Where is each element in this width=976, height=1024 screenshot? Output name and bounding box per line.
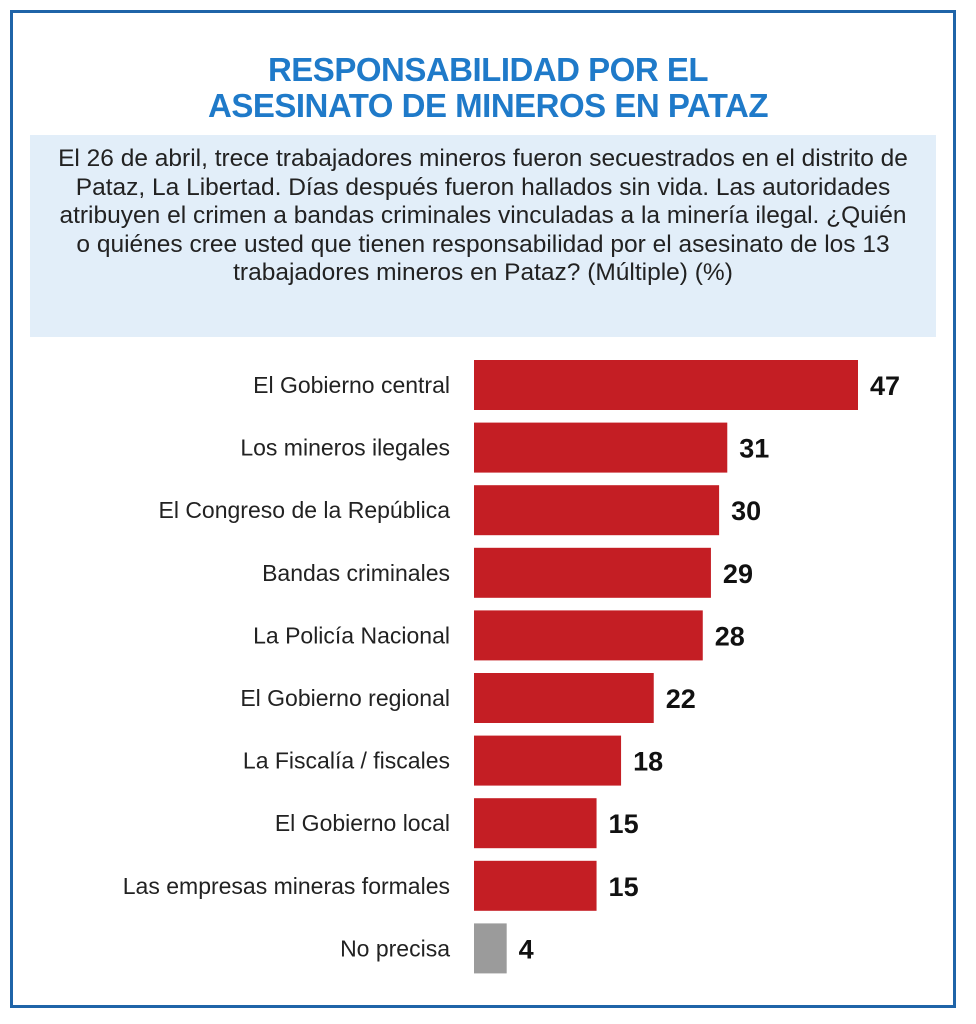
bar-4 bbox=[474, 610, 703, 661]
value-label-6: 18 bbox=[633, 747, 663, 777]
bar-2 bbox=[474, 485, 720, 536]
chart-title-line-2: ASESINATO DE MINEROS EN PATAZ bbox=[208, 87, 769, 124]
value-label-3: 29 bbox=[723, 559, 753, 589]
question-box: El 26 de abril, trece trabajadores miner… bbox=[30, 135, 936, 337]
category-label-1: Los mineros ilegales bbox=[240, 435, 450, 461]
value-label-2: 30 bbox=[731, 496, 761, 526]
category-label-2: El Congreso de la República bbox=[158, 497, 450, 523]
category-label-0: El Gobierno central bbox=[253, 372, 450, 398]
value-label-5: 22 bbox=[666, 684, 696, 714]
question-text: El 26 de abril, trece trabajadores miner… bbox=[58, 145, 908, 286]
value-label-1: 31 bbox=[739, 434, 769, 464]
value-label-9: 4 bbox=[519, 934, 534, 964]
category-label-3: Bandas criminales bbox=[262, 560, 450, 586]
category-label-6: La Fiscalía / fiscales bbox=[243, 748, 450, 774]
bar-6 bbox=[474, 735, 622, 786]
category-label-5: El Gobierno regional bbox=[240, 685, 450, 711]
category-label-4: La Policía Nacional bbox=[253, 622, 450, 648]
bar-1 bbox=[474, 422, 728, 473]
category-label-9: No precisa bbox=[340, 935, 450, 961]
category-label-8: Las empresas mineras formales bbox=[123, 873, 450, 899]
value-label-4: 28 bbox=[715, 621, 745, 651]
chart-title: RESPONSABILIDAD POR EL ASESINATO DE MINE… bbox=[0, 52, 976, 124]
chart-title-line-1: RESPONSABILIDAD POR EL bbox=[267, 51, 709, 88]
value-label-0: 47 bbox=[870, 371, 900, 401]
bar-7 bbox=[474, 798, 597, 849]
category-label-7: El Gobierno local bbox=[275, 810, 450, 836]
bar-9 bbox=[474, 923, 507, 974]
bar-0 bbox=[474, 360, 858, 410]
bar-8 bbox=[474, 860, 597, 911]
bar-3 bbox=[474, 547, 711, 598]
bar-5 bbox=[474, 673, 654, 723]
value-label-7: 15 bbox=[609, 809, 639, 839]
value-label-8: 15 bbox=[609, 872, 639, 902]
